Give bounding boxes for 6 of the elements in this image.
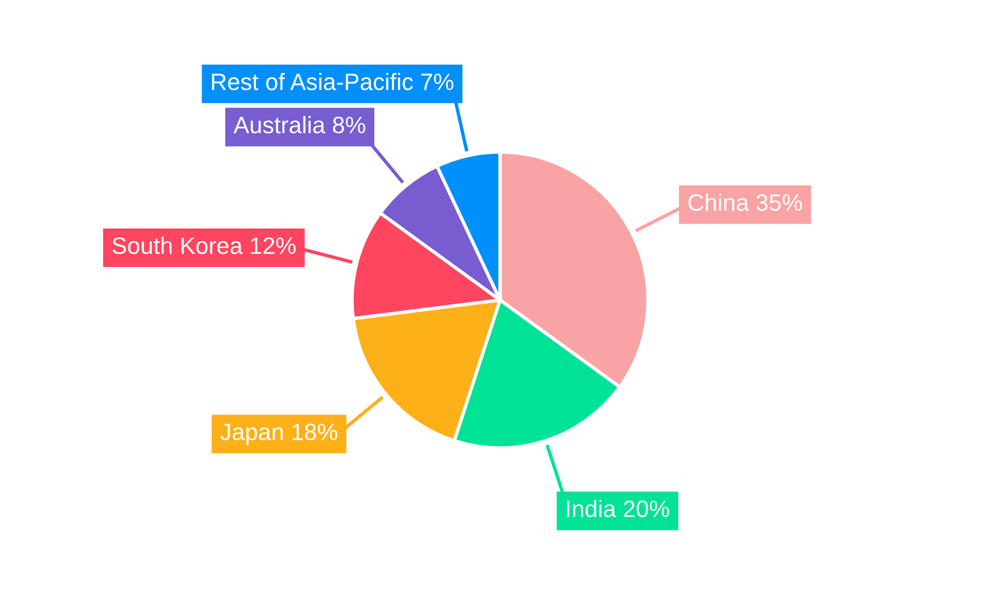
slice-label: India 20%	[567, 500, 670, 518]
slice-label: South Korea 12%	[112, 236, 296, 254]
slice-label: China 35%	[688, 194, 802, 211]
slice-label: Rest of Asia-Pacific 7%	[212, 72, 454, 90]
slice-label: Australia 8%	[234, 116, 366, 134]
slice-label: Japan 18%	[220, 424, 338, 445]
